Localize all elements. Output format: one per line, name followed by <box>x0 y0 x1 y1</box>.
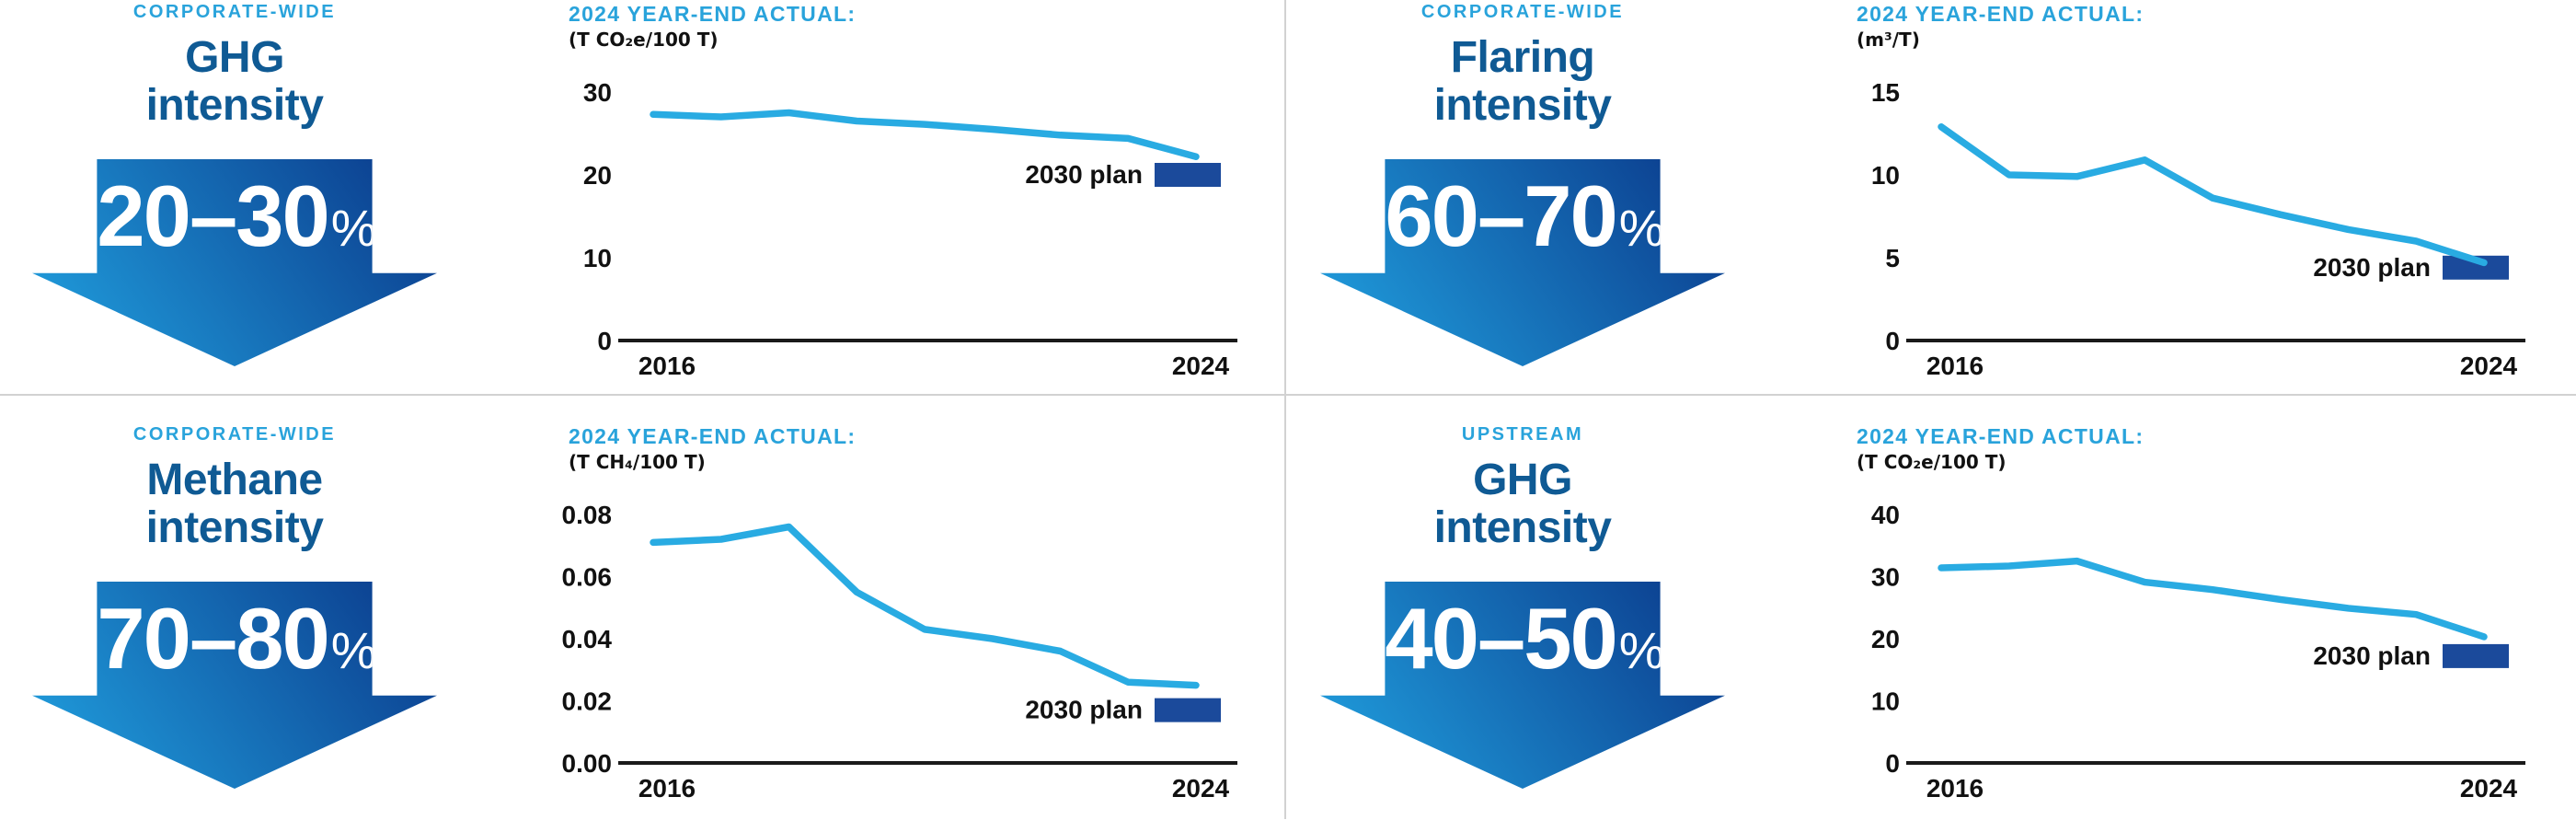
target-block: CORPORATE-WIDE Methane intensity 70–80% <box>14 424 455 789</box>
x-tick-label: 2024 <box>2460 774 2518 803</box>
y-tick-label: 5 <box>1885 244 1900 272</box>
scope-label: CORPORATE-WIDE <box>1420 2 1625 22</box>
metric-line1: GHG <box>1473 456 1572 504</box>
plan-2030-label: 2030 plan <box>2313 641 2431 670</box>
percent-sign: % <box>330 199 377 257</box>
target-block: UPSTREAM GHG intensity 40–50% <box>1302 424 1743 789</box>
chart-corporate-ghg: 2024 YEAR-END ACTUAL: (T CO₂e/100 T) 30 2… <box>561 0 1260 398</box>
y-tick-label: 10 <box>1871 687 1900 716</box>
plan-2030-bar <box>1155 698 1221 722</box>
trend-line <box>1938 557 2488 641</box>
metric-title: Methane intensity <box>14 456 455 552</box>
line-chart: 40 30 20 10 0 2016 2024 2030 plan <box>1871 501 2525 803</box>
panel-corporate-ghg-intensity: CORPORATE-WIDE GHG intensity 20–30% 2024 … <box>0 0 1288 410</box>
chart-unit: (m³/T) <box>1857 29 1920 51</box>
chart-title: 2024 YEAR-END ACTUAL: <box>1857 424 2145 448</box>
metric-title: Flaring intensity <box>1302 34 1743 130</box>
chart-upstream-ghg: 2024 YEAR-END ACTUAL: (T CO₂e/100 T) 40 3… <box>1849 422 2548 820</box>
metric-title: GHG intensity <box>1302 456 1743 552</box>
reduction-range: 20–30% <box>97 159 376 273</box>
y-tick-label: 0.04 <box>562 625 613 653</box>
plan-2030-label: 2030 plan <box>2313 253 2431 282</box>
chart-title: 2024 YEAR-END ACTUAL: <box>569 424 857 448</box>
x-tick-label: 2016 <box>1926 352 1984 380</box>
x-tick-label: 2024 <box>1172 774 1230 803</box>
y-tick-label: 20 <box>1871 625 1900 653</box>
y-tick-label: 30 <box>583 78 612 107</box>
y-tick-label: 10 <box>583 244 612 272</box>
y-tick-label: 0.08 <box>562 501 613 529</box>
y-tick-label: 0.06 <box>562 563 613 592</box>
x-tick-label: 2016 <box>638 352 696 380</box>
reduction-arrow: 40–50% <box>1320 582 1725 789</box>
reduction-arrow: 70–80% <box>32 582 437 789</box>
x-tick-label: 2024 <box>1172 352 1230 380</box>
plan-2030-bar <box>2443 643 2509 668</box>
y-tick-label: 10 <box>1871 161 1900 190</box>
chart-unit: (T CO₂e/100 T) <box>1857 451 2007 473</box>
metric-line2: intensity <box>1433 81 1612 130</box>
trend-line <box>650 109 1200 160</box>
chart-corporate-flaring: 2024 YEAR-END ACTUAL: (m³/T) 15 10 5 0 2016 2… <box>1849 0 2548 398</box>
chart-title: 2024 YEAR-END ACTUAL: <box>569 2 857 26</box>
y-tick-label: 40 <box>1871 501 1900 529</box>
percent-sign: % <box>330 621 377 679</box>
metric-line2: intensity <box>145 503 324 552</box>
vertical-divider <box>1284 0 1286 819</box>
line-chart: 0.08 0.06 0.04 0.02 0.00 2016 2024 2030 plan <box>562 501 1237 803</box>
chart-title: 2024 YEAR-END ACTUAL: <box>1857 2 2145 26</box>
line-chart: 15 10 5 0 2016 2024 2030 plan <box>1871 78 2525 380</box>
reduction-arrow: 60–70% <box>1320 159 1725 366</box>
chart-unit: (T CH₄/100 T) <box>569 451 706 473</box>
panel-upstream-ghg-intensity: UPSTREAM GHG intensity 40–50% 2024 YEAR-E… <box>1288 410 2576 819</box>
percent-sign: % <box>1618 621 1665 679</box>
panel-corporate-flaring-intensity: CORPORATE-WIDE Flaring intensity 60–70% 2… <box>1288 0 2576 410</box>
range-value: 70–80 <box>97 590 329 687</box>
panel-corporate-methane-intensity: CORPORATE-WIDE Methane intensity 70–80% 2… <box>0 410 1288 819</box>
metric-line2: intensity <box>145 81 324 130</box>
percent-sign: % <box>1618 199 1665 257</box>
x-tick-label: 2024 <box>2460 352 2518 380</box>
y-tick-label: 30 <box>1871 563 1900 592</box>
target-block: CORPORATE-WIDE Flaring intensity 60–70% <box>1302 2 1743 366</box>
scope-label: CORPORATE-WIDE <box>132 424 337 445</box>
horizontal-divider <box>0 394 2576 396</box>
scope-label: UPSTREAM <box>1461 424 1584 445</box>
metric-line1: Flaring <box>1450 33 1595 82</box>
scope-label: CORPORATE-WIDE <box>132 2 337 22</box>
chart-corporate-methane: 2024 YEAR-END ACTUAL: (T CH₄/100 T) 0.08… <box>561 422 1260 820</box>
reduction-arrow: 20–30% <box>32 159 437 366</box>
y-tick-label: 0.00 <box>562 749 613 778</box>
target-block: CORPORATE-WIDE GHG intensity 20–30% <box>14 2 455 366</box>
reduction-range: 60–70% <box>1385 159 1664 273</box>
y-tick-label: 0 <box>1885 749 1900 778</box>
line-chart: 30 20 10 0 2016 2024 2030 plan <box>583 78 1237 380</box>
y-tick-label: 15 <box>1871 78 1900 107</box>
plan-2030-bar <box>1155 163 1221 187</box>
x-tick-label: 2016 <box>638 774 696 803</box>
range-value: 40–50 <box>1385 590 1617 687</box>
plan-2030-label: 2030 plan <box>1025 160 1143 189</box>
reduction-range: 70–80% <box>97 582 376 696</box>
chart-unit: (T CO₂e/100 T) <box>569 29 719 51</box>
plan-2030-label: 2030 plan <box>1025 696 1143 724</box>
range-value: 60–70 <box>1385 167 1617 264</box>
y-tick-label: 0 <box>1885 327 1900 355</box>
metric-line1: Methane <box>146 456 323 504</box>
metric-title: GHG intensity <box>14 34 455 130</box>
trend-line <box>650 523 1200 689</box>
y-tick-label: 0.02 <box>562 687 613 716</box>
metric-line2: intensity <box>1433 503 1612 552</box>
range-value: 20–30 <box>97 167 329 264</box>
metric-line1: GHG <box>185 33 284 82</box>
trend-line <box>1938 123 2488 267</box>
y-tick-label: 0 <box>597 327 612 355</box>
reduction-range: 40–50% <box>1385 582 1664 696</box>
x-tick-label: 2016 <box>1926 774 1984 803</box>
y-tick-label: 20 <box>583 161 612 190</box>
